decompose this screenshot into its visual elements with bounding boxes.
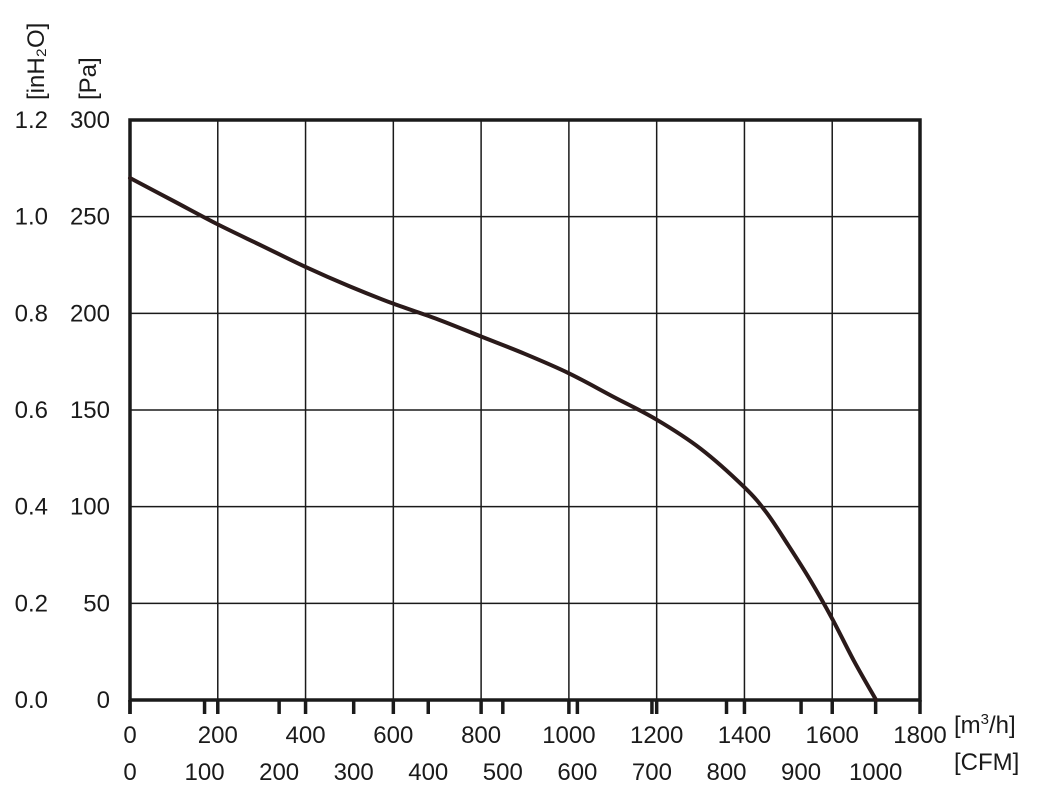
x-tick-label-cfm: 700 (632, 759, 672, 786)
y-tick-label-inh2o: 0.8 (15, 300, 48, 327)
y-tick-label-pa: 250 (70, 204, 110, 231)
axis-labels: 0 200 400 600 800 1000 1200 1400 1600 180000.0500… (15, 107, 947, 786)
x-tick-label-m3h: 400 (286, 722, 326, 749)
x-tick-label-cfm: 800 (706, 759, 746, 786)
y-tick-label-pa: 50 (83, 590, 110, 617)
x-tick-label-cfm: 500 (483, 759, 523, 786)
x-tick-label-m3h: 1600 (806, 722, 859, 749)
y-tick-label-pa: 100 (70, 494, 110, 521)
x-tick-label-m3h: 1800 (893, 722, 946, 749)
x-tick-label-m3h: 600 (373, 722, 413, 749)
x-tick-label-m3h: 0 (123, 722, 136, 749)
x-tick-label-cfm: 100 (185, 759, 225, 786)
y-tick-label-pa: 150 (70, 397, 110, 424)
x-tick-label-cfm: 300 (334, 759, 374, 786)
x-tick-label-cfm: 900 (781, 759, 821, 786)
x-unit-m3h-base: [m (954, 712, 981, 739)
y-tick-label-inh2o: 0.0 (15, 687, 48, 714)
grid-lines (130, 120, 920, 700)
y-tick-label-inh2o: 0.2 (15, 590, 48, 617)
x-tick-label-m3h: 200 (198, 722, 238, 749)
y-tick-label-pa: 0 (97, 687, 110, 714)
x-tick-marks (128, 700, 922, 714)
x-tick-label-m3h: 1400 (718, 722, 771, 749)
x-tick-label-m3h: 1200 (630, 722, 683, 749)
y-tick-label-inh2o: 0.4 (15, 494, 48, 521)
x-unit-m3h-sup: 3 (981, 711, 989, 728)
y-axis-unit-pa: [Pa] (75, 57, 102, 100)
x-tick-label-cfm: 1000 (849, 759, 902, 786)
x-tick-label-cfm: 400 (408, 759, 448, 786)
x-tick-label-m3h: 800 (461, 722, 501, 749)
y-tick-label-pa: 200 (70, 300, 110, 327)
x-unit-m3h-tail: /h] (989, 712, 1016, 739)
x-axis-unit-m3h: [m3/h] (954, 711, 1016, 739)
series-line (128, 176, 879, 702)
plot-frame (128, 118, 922, 702)
x-axis-unit-cfm: [CFM] (954, 749, 1019, 776)
x-tick-label-cfm: 600 (557, 759, 597, 786)
y-tick-label-inh2o: 1.0 (15, 204, 48, 231)
y-axis-unit-inh2o: [inH₂O] (23, 23, 50, 100)
y-tick-label-inh2o: 0.6 (15, 397, 48, 424)
x-tick-label-cfm: 0 (123, 759, 136, 786)
y-tick-label-pa: 300 (70, 107, 110, 134)
y-tick-label-inh2o: 1.2 (15, 107, 48, 134)
x-tick-label-m3h: 1000 (542, 722, 595, 749)
x-tick-label-cfm: 200 (259, 759, 299, 786)
